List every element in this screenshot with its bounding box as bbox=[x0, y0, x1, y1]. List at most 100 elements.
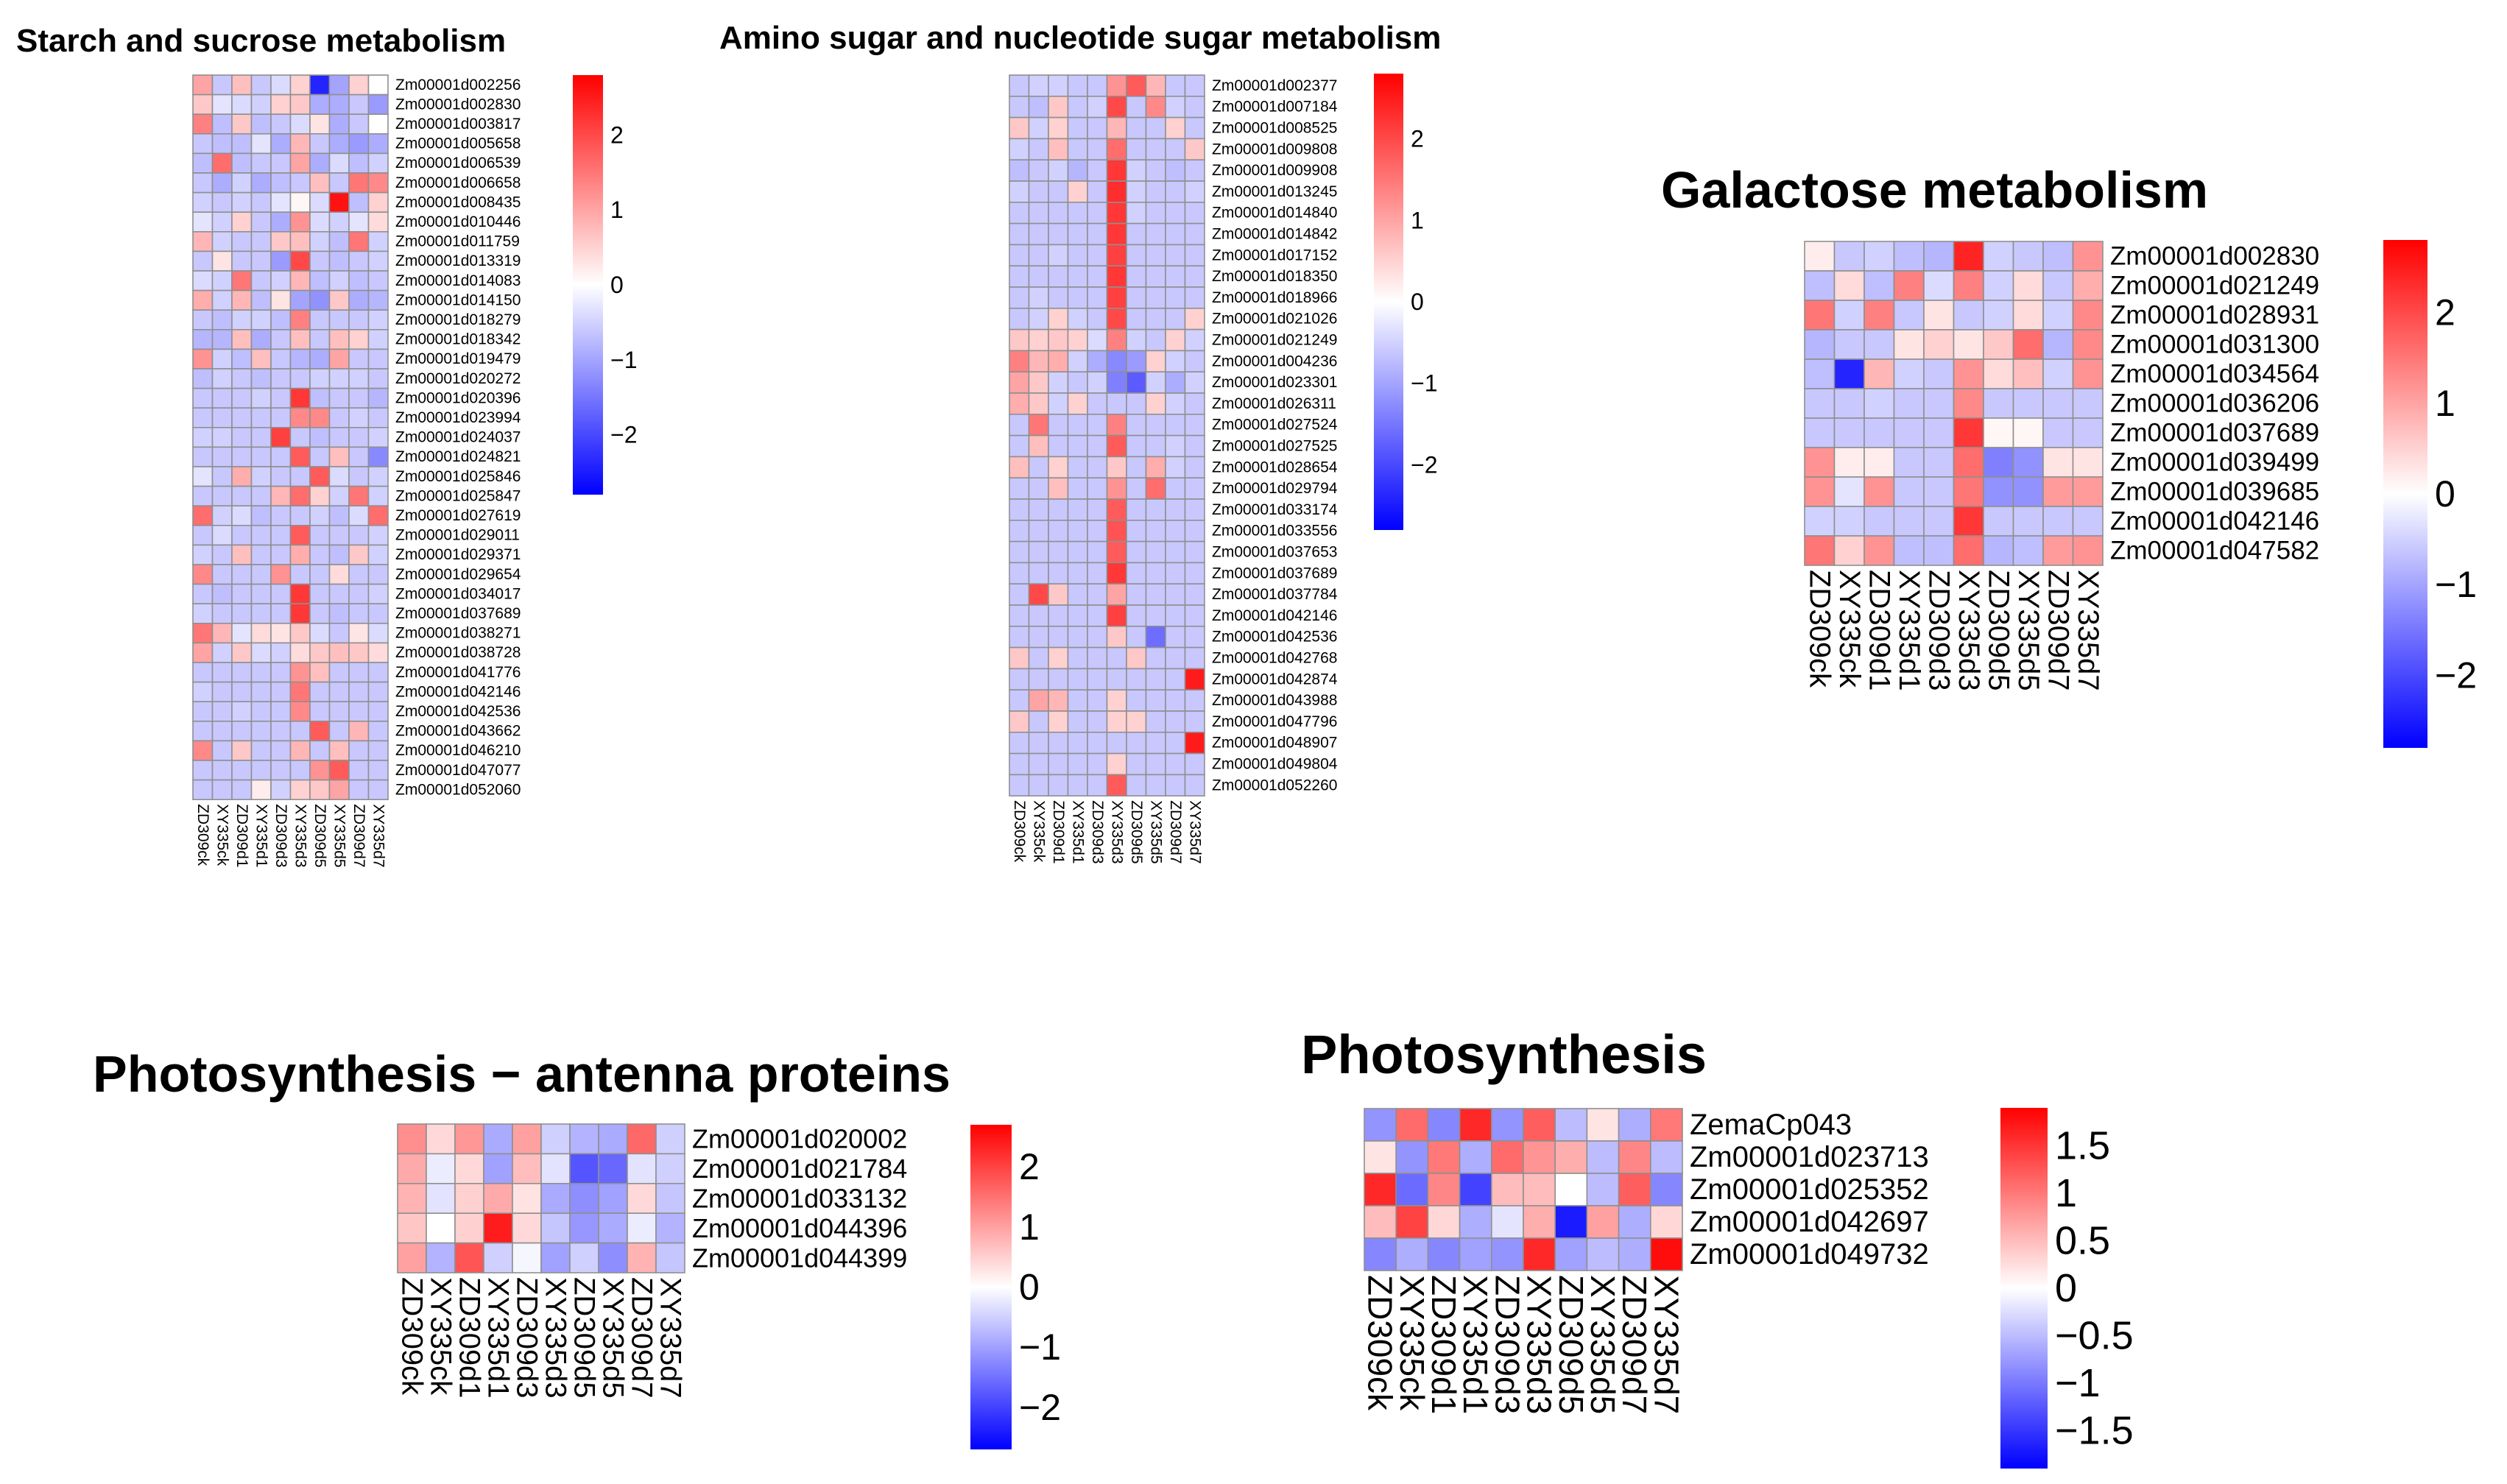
heatmap-cell bbox=[231, 368, 253, 389]
heatmap-cell bbox=[348, 93, 370, 116]
heatmap-cell bbox=[231, 505, 253, 526]
heatmap-cell bbox=[1184, 710, 1205, 733]
heatmap-cell bbox=[1126, 774, 1147, 797]
heatmap-cell bbox=[1009, 74, 1030, 97]
heatmap-cell bbox=[231, 211, 253, 233]
heatmap-cell bbox=[309, 191, 331, 213]
row-label: Zm00001d019479 bbox=[395, 350, 521, 367]
heatmap-cell bbox=[1804, 270, 1836, 301]
column-label: ZD309d3 bbox=[1922, 570, 1955, 691]
heatmap-cell bbox=[1554, 1173, 1588, 1206]
heatmap-cell bbox=[569, 1153, 599, 1184]
heatmap-cell bbox=[1165, 116, 1186, 140]
heatmap-cell bbox=[250, 760, 272, 781]
row-label: Zm00001d006539 bbox=[395, 155, 521, 172]
heatmap-cell bbox=[483, 1242, 513, 1273]
heatmap-cell bbox=[1009, 646, 1030, 670]
heatmap-cell bbox=[1804, 300, 1836, 331]
heatmap-cell bbox=[192, 250, 214, 272]
legend-tick-label: −2 bbox=[610, 422, 637, 448]
heatmap-cell bbox=[231, 230, 253, 252]
heatmap-cell bbox=[1586, 1140, 1620, 1174]
heatmap-cell bbox=[1165, 710, 1186, 733]
row-label: Zm00001d038271 bbox=[395, 625, 521, 642]
row-label: Zm00001d021249 bbox=[1212, 332, 1337, 349]
heatmap-cell bbox=[1145, 350, 1166, 372]
heatmap-cell bbox=[1145, 286, 1166, 309]
row-label: Zm00001d039499 bbox=[2110, 448, 2319, 477]
heatmap-cell bbox=[367, 505, 389, 526]
heatmap-cell bbox=[1009, 625, 1030, 649]
heatmap-cell bbox=[1953, 388, 1984, 419]
heatmap-cell bbox=[328, 211, 350, 233]
heatmap-cell bbox=[211, 250, 233, 272]
heatmap-cell bbox=[192, 740, 214, 761]
heatmap-cell bbox=[1087, 434, 1108, 458]
heatmap-cell bbox=[1106, 540, 1127, 564]
heatmap-cell bbox=[1087, 752, 1108, 776]
heatmap-cell bbox=[598, 1242, 628, 1273]
row-label: Zm00001d044399 bbox=[692, 1243, 907, 1273]
heatmap-cell bbox=[367, 309, 389, 331]
heatmap-cell bbox=[1165, 328, 1186, 352]
heatmap-cell bbox=[1586, 1237, 1620, 1271]
column-label: ZD309ck bbox=[1803, 570, 1836, 688]
legend-tick-label: 0.5 bbox=[2055, 1219, 2110, 1263]
heatmap-cell bbox=[1923, 506, 1955, 537]
legend-tick-label: 1 bbox=[610, 197, 624, 223]
heatmap-cell bbox=[1067, 74, 1088, 97]
heatmap-cell bbox=[1009, 668, 1030, 691]
heatmap-cell bbox=[2012, 535, 2044, 566]
heatmap-cell bbox=[1048, 159, 1069, 182]
heatmap-cell bbox=[270, 779, 292, 800]
heatmap-cell bbox=[483, 1183, 513, 1215]
heatmap-cell bbox=[627, 1183, 657, 1215]
heatmap-cell bbox=[211, 583, 233, 604]
heatmap-cell bbox=[1863, 506, 1895, 537]
row-label: Zm00001d014083 bbox=[395, 272, 521, 289]
row-label: Zm00001d034564 bbox=[2110, 360, 2319, 389]
heatmap-cell bbox=[1491, 1140, 1524, 1174]
heatmap-cell bbox=[1650, 1173, 1683, 1206]
heatmap-cell bbox=[1009, 116, 1030, 140]
heatmap-cell bbox=[1145, 74, 1166, 97]
row-label: Zm00001d018966 bbox=[1212, 289, 1337, 306]
heatmap-cell bbox=[1106, 562, 1127, 585]
heatmap-cell bbox=[1184, 519, 1205, 543]
heatmap-cell bbox=[211, 211, 233, 233]
heatmap-cell bbox=[655, 1242, 685, 1273]
heatmap-cell bbox=[367, 622, 389, 644]
color-legend-bar bbox=[970, 1125, 1012, 1449]
row-label: Zm00001d021249 bbox=[2110, 272, 2319, 300]
heatmap-cell bbox=[289, 211, 311, 233]
heatmap-cell bbox=[1009, 434, 1030, 458]
heatmap-cell bbox=[1106, 201, 1127, 225]
heatmap-cell bbox=[250, 407, 272, 428]
heatmap-cell bbox=[250, 348, 272, 370]
heatmap-cell bbox=[1364, 1108, 1397, 1142]
heatmap-cell bbox=[1048, 646, 1069, 670]
column-label: XY335ck bbox=[425, 1277, 457, 1396]
row-label: Zm00001d034017 bbox=[395, 585, 521, 602]
heatmap-cell bbox=[1395, 1237, 1429, 1271]
heatmap-cell bbox=[289, 701, 311, 722]
heatmap-cell bbox=[1048, 519, 1069, 543]
heatmap-cell bbox=[1586, 1108, 1620, 1142]
heatmap-cell bbox=[1863, 358, 1895, 389]
heatmap-cell bbox=[1165, 456, 1186, 479]
heatmap-cell bbox=[231, 603, 253, 624]
heatmap-cell bbox=[348, 701, 370, 722]
heatmap-cell bbox=[1048, 74, 1069, 97]
heatmap-cell bbox=[426, 1242, 456, 1273]
heatmap-cell bbox=[1427, 1108, 1461, 1142]
heatmap-cell bbox=[211, 426, 233, 448]
heatmap-cell bbox=[250, 720, 272, 742]
heatmap-cell bbox=[1028, 604, 1049, 627]
heatmap-cell bbox=[1184, 477, 1205, 500]
heatmap-cell bbox=[1833, 329, 1865, 360]
heatmap-cell bbox=[2012, 241, 2044, 272]
column-label: XY335ck bbox=[1030, 800, 1047, 863]
heatmap-cell bbox=[1126, 180, 1147, 203]
row-label: Zm00001d043988 bbox=[1212, 692, 1337, 709]
row-label: Zm00001d008525 bbox=[1212, 120, 1337, 137]
